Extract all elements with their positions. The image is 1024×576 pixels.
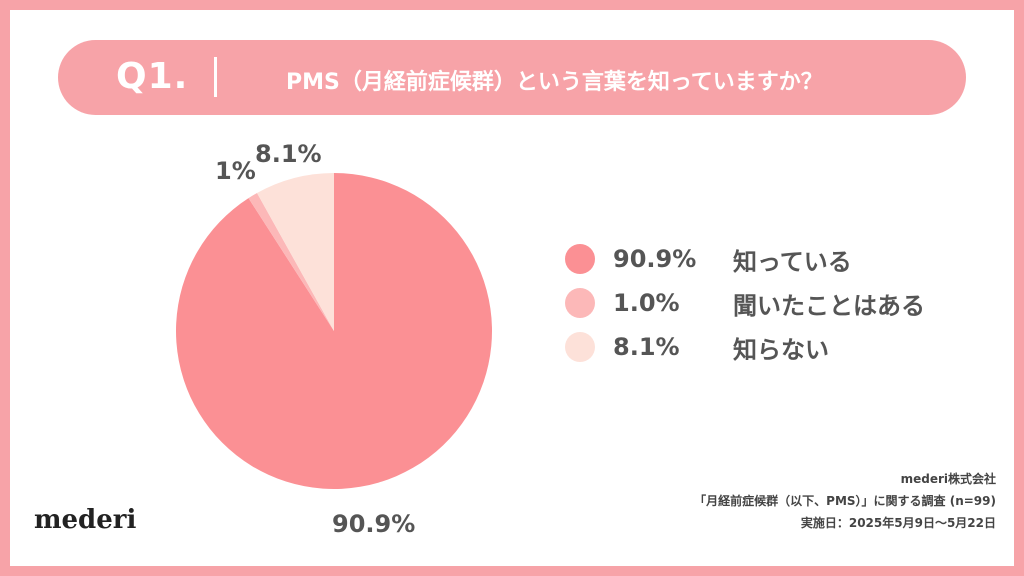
legend-item-heard: 1.0% 聞いたことはある (565, 283, 925, 323)
slice-label-heard: 1% (215, 157, 256, 185)
question-divider (214, 57, 217, 97)
legend-swatch-unknown (565, 332, 595, 362)
legend-item-known: 90.9% 知っている (565, 239, 852, 279)
legend-label-heard: 聞いたことはある (733, 291, 925, 320)
footer-survey: 「月経前症候群（以下、PMS）」に関する調査 (n=99) (694, 494, 996, 508)
legend-swatch-heard (565, 288, 595, 318)
footer-period: 実施日：2025年5月9日〜5月22日 (800, 516, 996, 530)
slice-label-known: 90.9% (332, 510, 416, 538)
legend-swatch-known (565, 244, 595, 274)
pie-slice-heard (248, 193, 334, 331)
legend-label-known: 知っている (733, 247, 852, 276)
legend-value-heard: 1.0% (613, 289, 680, 317)
pie-slice-unknown (257, 173, 334, 331)
question-text: PMS（月経前症候群）という言葉を知っていますか？ (286, 70, 823, 95)
question-number: Q1. (116, 56, 189, 97)
question-banner (58, 40, 966, 115)
brand-logo: mederi (34, 505, 137, 535)
legend-value-unknown: 8.1% (613, 333, 680, 361)
slice-label-unknown: 8.1% (255, 140, 322, 168)
footer-company: mederi株式会社 (900, 472, 996, 486)
legend-label-unknown: 知らない (733, 335, 829, 364)
legend-item-unknown: 8.1% 知らない (565, 327, 829, 367)
legend-value-known: 90.9% (613, 245, 697, 273)
